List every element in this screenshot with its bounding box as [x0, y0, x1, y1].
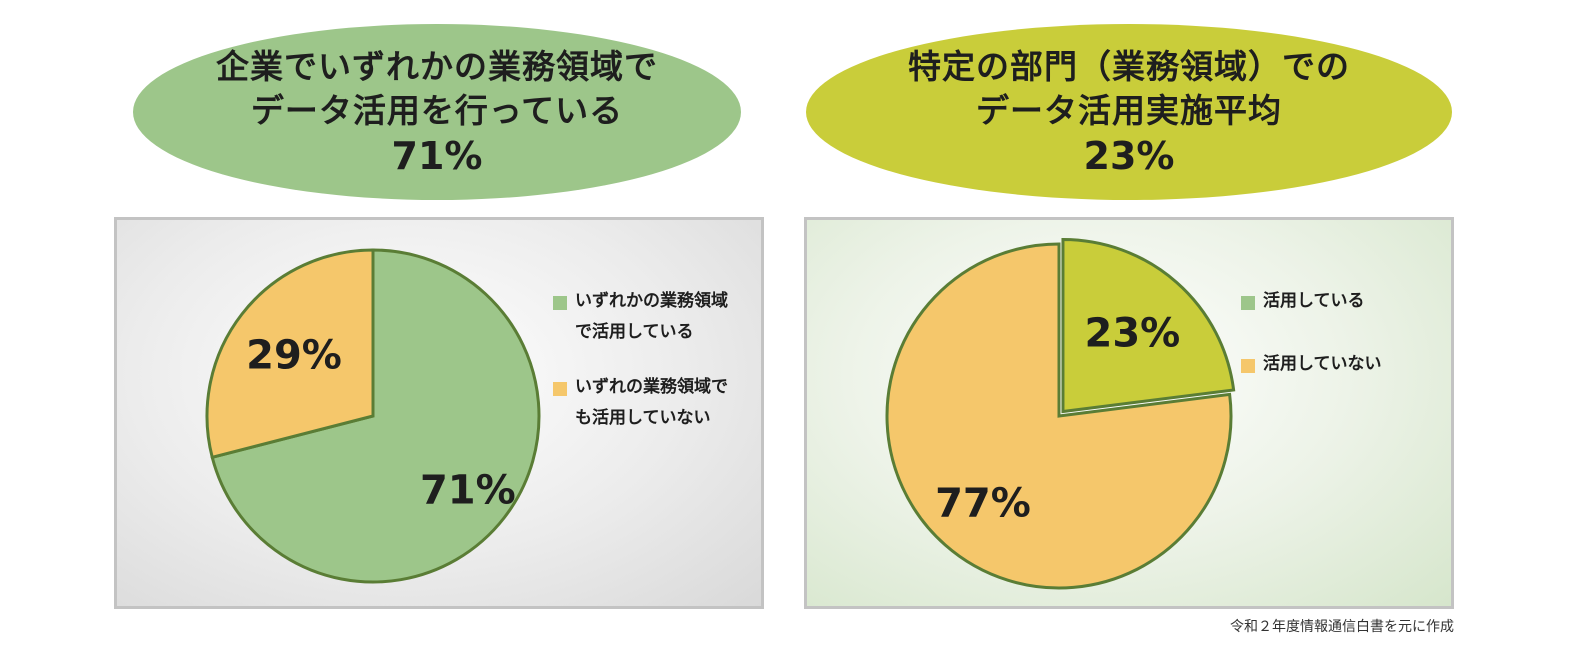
banner-left-percent: 71%: [391, 134, 483, 178]
legend-swatch: [553, 296, 567, 310]
legend-right: 活用している 活用していない: [1241, 291, 1441, 418]
legend-label: いずれの業務領域で も活用していない: [575, 377, 728, 428]
banner-right: 特定の部門（業務領域）での データ活用実施平均 23%: [806, 24, 1452, 200]
legend-swatch: [553, 382, 567, 396]
legend-label: 活用していない: [1263, 354, 1382, 374]
pie-value-label: 77%: [935, 480, 1031, 526]
legend-item: いずれかの業務領域 で活用している: [553, 291, 753, 348]
banner-left: 企業でいずれかの業務領域で データ活用を行っている 71%: [133, 24, 741, 200]
pie-value-label: 71%: [420, 468, 516, 514]
pie-chart-left: 71% 29%: [205, 248, 541, 584]
pie-slice: [210, 248, 541, 584]
pie-chart-right: 23% 77%: [885, 237, 1236, 590]
chart-panel-right: 23% 77% 活用している 活用していない: [804, 217, 1454, 609]
pie-slice: [1061, 237, 1236, 414]
pie-slice: [205, 248, 375, 460]
pie-slice: [885, 242, 1233, 590]
legend-left: いずれかの業務領域 で活用している いずれの業務領域で も活用していない: [553, 291, 753, 464]
legend-item: 活用している: [1241, 291, 1441, 317]
source-note: 令和２年度情報通信白書を元に作成: [1230, 619, 1454, 635]
chart-panel-left: 71% 29% いずれかの業務領域 で活用している いずれの業務領域で も活用して…: [114, 217, 764, 609]
legend-label: いずれかの業務領域 で活用している: [575, 291, 728, 342]
banner-left-line2: データ活用を行っている: [250, 91, 624, 130]
legend-item: 活用していない: [1241, 354, 1441, 380]
banner-right-line2: データ活用実施平均: [976, 91, 1282, 130]
legend-item: いずれの業務領域で も活用していない: [553, 377, 753, 434]
banner-right-percent: 23%: [1083, 134, 1175, 178]
banner-left-line1: 企業でいずれかの業務領域で: [216, 47, 658, 86]
legend-label: 活用している: [1263, 291, 1365, 311]
legend-swatch: [1241, 296, 1255, 310]
banner-right-line1: 特定の部門（業務領域）での: [908, 47, 1350, 86]
legend-swatch: [1241, 359, 1255, 373]
pie-value-label: 29%: [246, 333, 342, 379]
pie-value-label: 23%: [1085, 311, 1181, 357]
